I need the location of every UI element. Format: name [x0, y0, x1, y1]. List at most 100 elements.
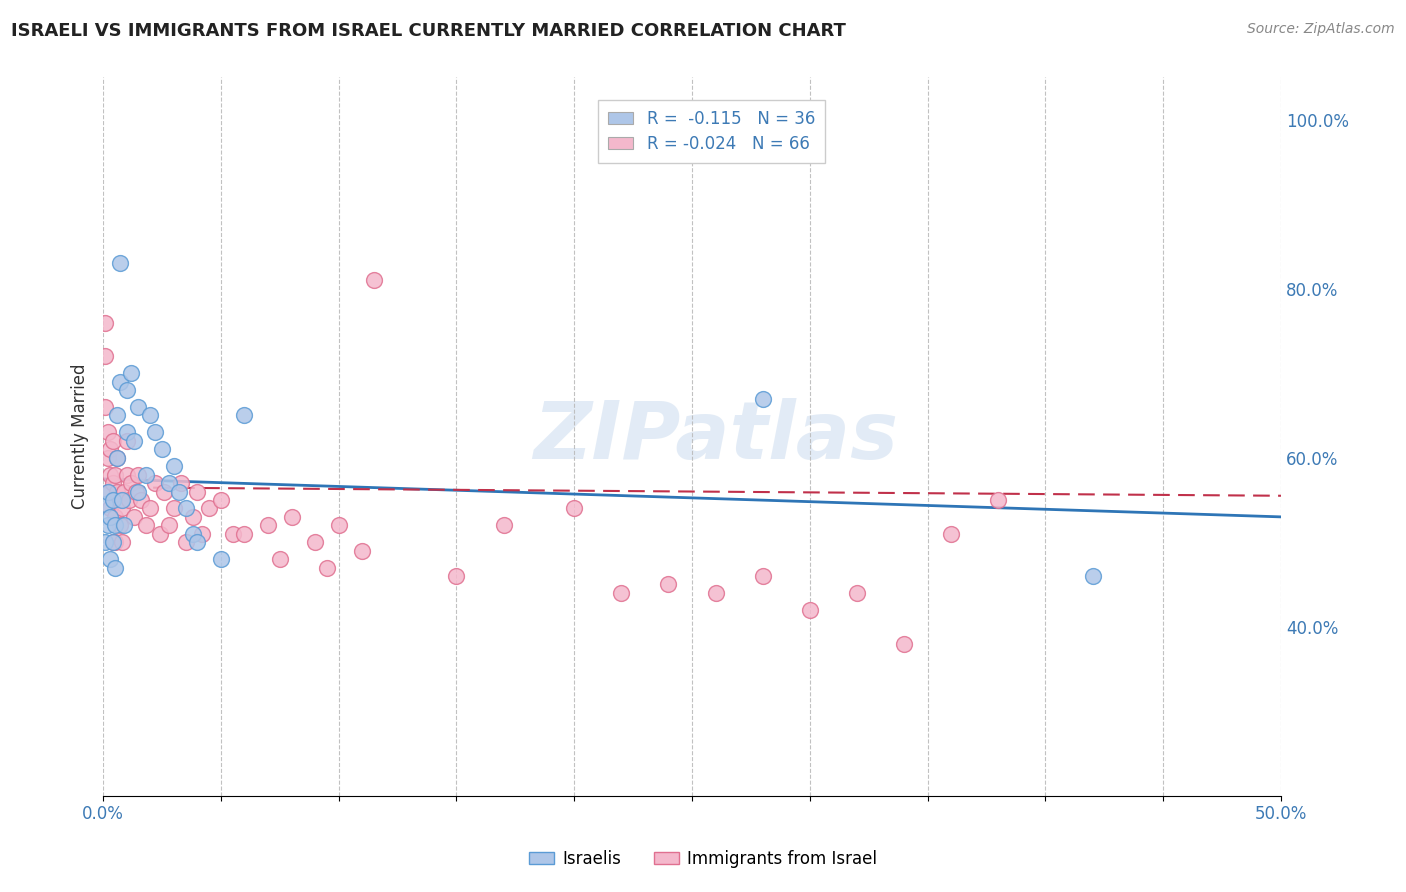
Point [191, 526, 214, 541]
Point [233, 409, 256, 423]
Point [167, 484, 190, 499]
Point [135, 518, 157, 533]
Point [157, 476, 180, 491]
Point [98, 442, 121, 457]
Point [111, 501, 134, 516]
Point [94, 497, 117, 511]
Point [112, 518, 135, 533]
Point [104, 467, 127, 482]
Point [209, 552, 232, 566]
Point [209, 493, 232, 508]
Point [111, 535, 134, 549]
Point [111, 493, 134, 508]
Point [104, 509, 127, 524]
Point [112, 484, 135, 499]
Point [101, 476, 124, 491]
Point [105, 450, 128, 465]
Point [221, 526, 243, 541]
Point [987, 493, 1010, 508]
Point [269, 552, 291, 566]
Point [125, 484, 148, 499]
Point [198, 501, 221, 516]
Legend: Israelis, Immigrants from Israel: Israelis, Immigrants from Israel [522, 844, 884, 875]
Text: Source: ZipAtlas.com: Source: ZipAtlas.com [1247, 22, 1395, 37]
Point [108, 375, 131, 389]
Point [153, 484, 176, 499]
Point [97, 450, 120, 465]
Point [97, 484, 120, 499]
Point [98, 501, 121, 516]
Point [751, 392, 773, 406]
Point [108, 256, 131, 270]
Point [143, 425, 166, 440]
Point [122, 509, 145, 524]
Point [181, 526, 204, 541]
Point [257, 518, 280, 533]
Point [127, 484, 149, 499]
Point [115, 383, 138, 397]
Text: ZIPatlas: ZIPatlas [533, 398, 898, 475]
Point [97, 484, 120, 499]
Point [149, 526, 172, 541]
Point [492, 518, 515, 533]
Point [363, 273, 385, 287]
Point [280, 509, 302, 524]
Point [163, 501, 186, 516]
Point [118, 493, 141, 508]
Point [101, 434, 124, 448]
Point [115, 425, 138, 440]
Point [94, 400, 117, 414]
Point [562, 501, 585, 516]
Point [120, 476, 142, 491]
Point [139, 501, 162, 516]
Point [94, 349, 117, 363]
Point [135, 467, 157, 482]
Point [941, 526, 963, 541]
Point [94, 535, 117, 549]
Point [170, 476, 193, 491]
Point [104, 535, 127, 549]
Point [610, 586, 633, 600]
Point [304, 535, 326, 549]
Point [98, 509, 121, 524]
Point [139, 409, 162, 423]
Point [845, 586, 868, 600]
Point [446, 569, 468, 583]
Legend: R =  -0.115   N = 36, R = -0.024   N = 66: R = -0.115 N = 36, R = -0.024 N = 66 [599, 100, 825, 163]
Point [157, 518, 180, 533]
Point [108, 493, 131, 508]
Point [352, 543, 374, 558]
Point [751, 569, 773, 583]
Point [101, 535, 124, 549]
Point [120, 366, 142, 380]
Point [104, 560, 127, 574]
Point [115, 467, 138, 482]
Point [233, 526, 256, 541]
Point [105, 409, 128, 423]
Point [129, 493, 152, 508]
Text: ISRAELI VS IMMIGRANTS FROM ISRAEL CURRENTLY MARRIED CORRELATION CHART: ISRAELI VS IMMIGRANTS FROM ISRAEL CURREN… [11, 22, 846, 40]
Y-axis label: Currently Married: Currently Married [72, 364, 89, 509]
Point [186, 484, 208, 499]
Point [704, 586, 727, 600]
Point [127, 467, 149, 482]
Point [98, 467, 121, 482]
Point [105, 484, 128, 499]
Point [143, 476, 166, 491]
Point [1081, 569, 1104, 583]
Point [174, 501, 197, 516]
Point [97, 425, 120, 440]
Point [181, 509, 204, 524]
Point [127, 400, 149, 414]
Point [799, 603, 821, 617]
Point [186, 535, 208, 549]
Point [94, 316, 117, 330]
Point [104, 518, 127, 533]
Point [115, 434, 138, 448]
Point [101, 535, 124, 549]
Point [105, 450, 128, 465]
Point [893, 637, 915, 651]
Point [316, 560, 339, 574]
Point [150, 442, 173, 457]
Point [101, 493, 124, 508]
